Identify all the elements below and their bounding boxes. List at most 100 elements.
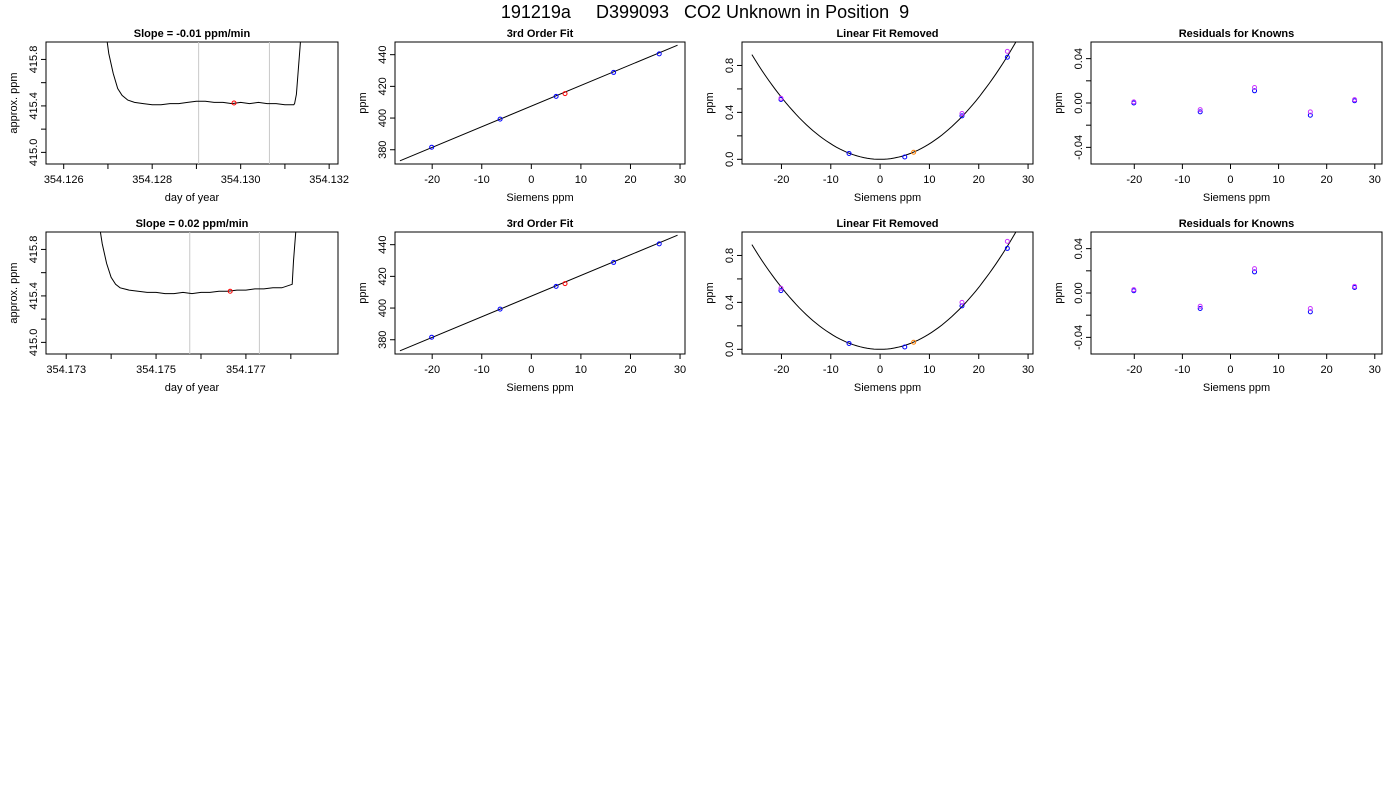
- plot-area: [399, 44, 678, 162]
- chart-title: Slope = 0.02 ppm/min: [136, 218, 249, 230]
- y-tick-label: 415.4: [28, 92, 40, 120]
- data-point: [959, 299, 965, 305]
- x-tick-label: 30: [1369, 364, 1381, 376]
- series-line: [106, 42, 301, 106]
- chart-title: Residuals for Knowns: [1179, 28, 1295, 40]
- y-tick-label: 380: [377, 141, 389, 159]
- x-tick-label: -10: [1174, 364, 1190, 376]
- y-axis-label: ppm: [1053, 92, 1065, 113]
- data-point: [1307, 109, 1313, 115]
- x-tick-label: -10: [823, 174, 839, 186]
- data-point: [1197, 303, 1203, 309]
- plot-frame: [394, 41, 686, 165]
- plot-frame: [741, 231, 1034, 355]
- y-tick-label: -0.04: [1073, 325, 1085, 350]
- y-tick-label: 0.4: [724, 105, 736, 120]
- y-tick-label: 380: [377, 331, 389, 349]
- plot-area: [1131, 84, 1358, 118]
- x-tick-label: -20: [774, 174, 790, 186]
- data-point: [656, 241, 662, 247]
- data-point: [911, 149, 917, 155]
- x-tick-label: 0: [528, 364, 534, 376]
- data-point: [553, 93, 559, 99]
- x-tick-label: 0: [877, 364, 883, 376]
- x-tick-label: 354.130: [221, 174, 261, 186]
- x-tick-label: -10: [823, 364, 839, 376]
- x-tick-label: 10: [575, 174, 587, 186]
- y-axis-label: ppm: [704, 92, 716, 113]
- data-point: [778, 95, 784, 101]
- y-tick-label: 400: [377, 299, 389, 317]
- x-tick-label: 30: [674, 364, 686, 376]
- x-axis-label: Siemens ppm: [506, 192, 573, 204]
- data-point: [1197, 109, 1203, 115]
- y-tick-label: 0.4: [724, 295, 736, 310]
- fit-curve: [751, 42, 1017, 160]
- y-axis-label: ppm: [704, 282, 716, 303]
- x-axis-label: day of year: [165, 382, 220, 394]
- data-point: [846, 340, 852, 346]
- data-point: [611, 69, 617, 75]
- data-point: [1131, 99, 1137, 105]
- y-tick-label: 0.0: [724, 152, 736, 167]
- x-tick-label: -10: [1174, 174, 1190, 186]
- plot-area: [751, 42, 1017, 160]
- chart-r2-residuals: Residuals for Knowns -20 -10 0 10 20 30 -0.04 0.…: [1053, 218, 1383, 394]
- x-tick-label: 354.175: [136, 364, 176, 376]
- x-tick-label: -20: [424, 174, 440, 186]
- data-point: [497, 306, 503, 312]
- x-tick-label: 20: [1321, 364, 1333, 376]
- y-tick-label: 415.8: [28, 236, 40, 264]
- data-point: [1197, 107, 1203, 113]
- x-tick-label: 30: [1022, 174, 1034, 186]
- plot-frame: [1090, 41, 1383, 165]
- plot-area: [106, 42, 301, 164]
- chart-title: Linear Fit Removed: [836, 218, 938, 230]
- data-point: [1252, 88, 1258, 94]
- data-point: [429, 144, 435, 150]
- x-tick-label: 20: [624, 364, 636, 376]
- x-tick-label: 20: [973, 174, 985, 186]
- x-tick-label: 10: [923, 364, 935, 376]
- data-point: [497, 116, 503, 122]
- data-point: [562, 91, 568, 97]
- data-point: [553, 283, 559, 289]
- y-axis-label: ppm: [357, 92, 369, 113]
- x-tick-label: 20: [1321, 174, 1333, 186]
- y-tick-label: 0.8: [724, 248, 736, 263]
- data-point: [1131, 287, 1137, 293]
- fit-line: [399, 234, 678, 352]
- y-tick-label: 440: [377, 45, 389, 63]
- data-point: [778, 288, 784, 294]
- x-tick-label: 354.132: [309, 174, 349, 186]
- data-point: [778, 285, 784, 291]
- data-point: [846, 150, 852, 156]
- data-point: [611, 259, 617, 265]
- data-point: [227, 288, 233, 294]
- x-tick-label: 20: [624, 174, 636, 186]
- data-point: [1004, 238, 1010, 244]
- plot-area: [751, 232, 1017, 350]
- chart-r2-linear-removed: Linear Fit Removed -20 -10 0 10 20 30 0.0 0.4 0.8…: [704, 218, 1034, 394]
- x-axis-label: day of year: [165, 192, 220, 204]
- data-point: [911, 339, 917, 345]
- data-point: [959, 113, 965, 119]
- x-tick-label: 354.128: [132, 174, 172, 186]
- x-tick-label: 10: [575, 364, 587, 376]
- data-point: [1252, 266, 1258, 272]
- chart-r1-residuals: Residuals for Knowns -20 -10 0 10 20 30 -0.04 0.…: [1053, 28, 1383, 204]
- y-tick-label: 400: [377, 109, 389, 127]
- data-point: [959, 111, 965, 117]
- data-point: [562, 281, 568, 287]
- page-title: 191219a D399093 CO2 Unknown in Position …: [500, 2, 910, 22]
- data-point: [1004, 245, 1010, 251]
- data-point: [1352, 283, 1358, 289]
- x-tick-label: 0: [1227, 364, 1233, 376]
- x-tick-label: -20: [1126, 174, 1142, 186]
- y-axis-label: approx. ppm: [8, 262, 20, 323]
- series-line: [99, 232, 297, 295]
- data-point: [1004, 54, 1010, 60]
- data-point: [429, 334, 435, 340]
- chart-title: Linear Fit Removed: [836, 28, 938, 40]
- x-tick-label: 30: [1022, 364, 1034, 376]
